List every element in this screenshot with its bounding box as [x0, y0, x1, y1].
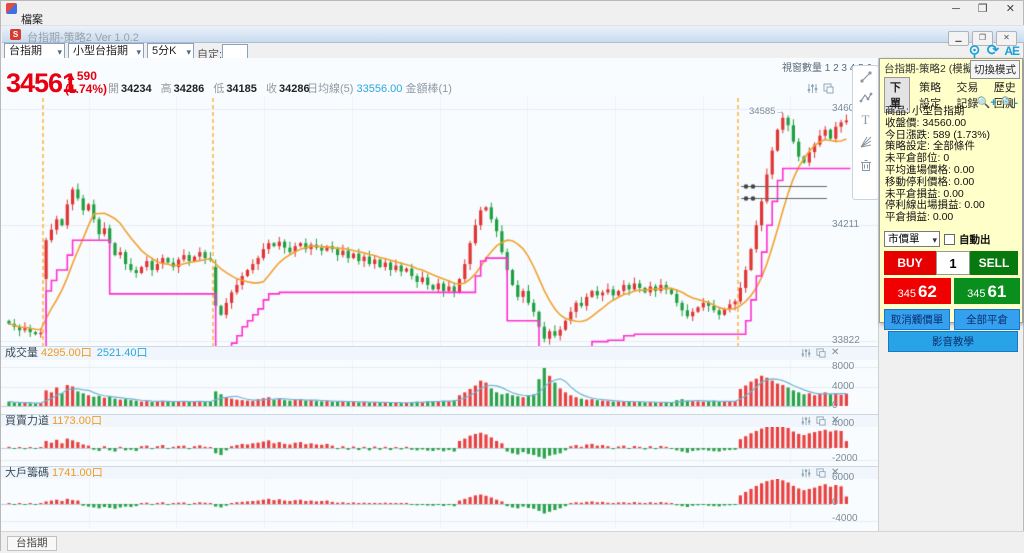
zoom-out-icon[interactable]: 🔍- [1000, 97, 1018, 109]
divider [1, 25, 1024, 26]
layout-icon[interactable] [816, 468, 826, 478]
mdi-titlebar [2, 26, 1024, 43]
text-tool-icon[interactable]: T [861, 112, 870, 127]
mdi-restore-icon[interactable]: ❐ [972, 31, 993, 46]
adjust-icon[interactable] [807, 83, 818, 94]
adjust-icon[interactable] [801, 348, 811, 358]
polyline-tool-icon[interactable] [859, 91, 873, 105]
info-row: 停利線出場損益: 0.00 [885, 199, 985, 212]
auto-exit-checkbox[interactable] [944, 233, 955, 245]
drawing-toolbar: T [852, 65, 879, 200]
axis-tick: 34600 [832, 103, 860, 114]
force-chart-canvas[interactable] [1, 427, 878, 465]
restore-icon[interactable]: ❐ [977, 3, 988, 15]
info-row: 策略設定: 全部條件 [885, 140, 975, 153]
mdi-window-icon: S [10, 29, 21, 40]
sell-button[interactable]: SELL [970, 251, 1018, 275]
force-pane-header: 買賣力道 1173.00口 [1, 414, 878, 427]
trash-icon[interactable] [860, 159, 872, 172]
close-icon[interactable]: ✕ [1005, 3, 1015, 15]
axis-tick: -4000 [832, 513, 858, 524]
info-row: 未平倉部位: 0 [885, 152, 950, 165]
zoom-in-icon[interactable]: 🔍+ [976, 97, 997, 109]
window-title: 台指期-策略2 Ver 1.0.2 [27, 32, 139, 44]
tab-order[interactable]: 下單 [884, 77, 911, 113]
trade-panel: 台指期-策略2 (模擬交易) 切換模式 下單 策略設定 交易記錄 歷史回測 🔍+… [879, 58, 1023, 352]
layout-icon[interactable] [823, 83, 834, 94]
axis-tick: 0 [832, 497, 838, 508]
info-row: 移動停利價格: 0.00 [885, 175, 975, 188]
axis-tick: 6000 [832, 472, 855, 483]
chips-pane-header: 大戶籌碼 1741.00口 [1, 466, 878, 479]
auto-exit-label: 自動出 [959, 233, 991, 246]
price-chart-canvas[interactable] [1, 96, 878, 346]
cancel-stop-order-button[interactable]: 取消觸價單 [884, 309, 950, 330]
peak-price-label: 34585→ [749, 106, 785, 117]
window-count-selector[interactable]: 視窗數量 1 2 3 4 5 6 [781, 63, 872, 74]
info-row: 收盤價: 34560.00 [885, 116, 967, 129]
axis-tick: 4000 [832, 381, 855, 392]
minimize-icon[interactable]: ─ [952, 3, 960, 15]
tab-backtest[interactable]: 歷史回測 [993, 82, 1016, 110]
ma-legend: 日均線(5) 33556.00 金額棒(1) [307, 83, 452, 95]
status-tab-taifex[interactable]: 台指期 [7, 536, 57, 551]
tab-strategy-settings[interactable]: 策略設定 [919, 82, 942, 110]
account-icon[interactable]: AE [1004, 44, 1020, 58]
chart-region: 視窗數量 1 2 3 4 5 6 34561 ▲590 (1.74%) 開 342… [1, 58, 879, 531]
ohlc-row: 開 34234 高 34286 低 34185 收 34286 [108, 83, 310, 95]
interval-select[interactable]: 5分K [147, 43, 194, 60]
broadcast-icon[interactable] [967, 44, 982, 59]
fan-tool-icon[interactable] [859, 135, 873, 149]
order-type-select[interactable]: 市價單 [884, 231, 940, 248]
price-change: ▲590 (1.74%) [65, 69, 108, 96]
panel-title: 台指期-策略2 (模擬交易) [884, 63, 998, 75]
close-pane-icon[interactable]: ✕ [831, 415, 840, 426]
info-row: 未平倉損益: 0.00 [885, 187, 964, 200]
info-row: 今日漲跌: 589 (1.73%) [885, 128, 991, 141]
buy-button[interactable]: BUY [884, 251, 936, 275]
chips-chart-canvas[interactable] [1, 479, 878, 529]
volume-pane-header: 成交量 4295.00口 2521.40口 [1, 346, 878, 360]
close-pane-icon[interactable]: ✕ [831, 347, 840, 358]
adjust-icon[interactable] [801, 416, 811, 426]
close-pane-icon[interactable]: ✕ [831, 467, 840, 478]
custom-input[interactable] [222, 44, 248, 59]
quantity-input[interactable] [936, 251, 970, 275]
app-icon [6, 3, 17, 14]
status-bar: 台指期 [1, 531, 1024, 553]
sell-price-button[interactable]: 345 61 [953, 278, 1020, 304]
mdi-minimize-icon[interactable]: ▁ [948, 31, 969, 46]
trendline-tool-icon[interactable] [859, 70, 873, 84]
axis-tick: 4000 [832, 418, 855, 429]
axis-tick: 34211 [832, 219, 860, 230]
adjust-icon[interactable] [801, 468, 811, 478]
axis-tick: 33822 [832, 335, 860, 346]
axis-tick: 0 [832, 400, 838, 411]
switch-mode-button[interactable]: 切換模式 [970, 60, 1020, 79]
info-row: 平均進場價格: 0.00 [885, 163, 975, 176]
layout-icon[interactable] [816, 416, 826, 426]
axis-tick: 8000 [832, 361, 855, 372]
buy-price-button[interactable]: 345 62 [884, 278, 951, 304]
tab-trade-log[interactable]: 交易記錄 [956, 82, 979, 110]
mdi-close-icon[interactable]: ✕ [996, 31, 1017, 46]
tutorial-button[interactable]: 影音教學 [888, 331, 1018, 352]
refresh-icon[interactable]: ⟳ [986, 42, 1000, 59]
info-row: 平倉損益: 0.00 [885, 211, 954, 224]
menu-item-file[interactable]: 檔案 [21, 14, 43, 26]
info-row: 商品: 小型台指期 [885, 105, 965, 117]
strategy-info-list: 商品: 小型台指期 收盤價: 34560.00 今日漲跌: 589 (1.73%… [885, 105, 991, 224]
volume-chart-canvas[interactable] [1, 360, 878, 412]
layout-icon[interactable] [816, 348, 826, 358]
close-all-button[interactable]: 全部平倉 [954, 309, 1020, 330]
market-select[interactable]: 台指期 [4, 43, 65, 60]
axis-tick: -2000 [832, 453, 858, 464]
product-select[interactable]: 小型台指期 [68, 43, 144, 60]
last-price: 34561 [6, 68, 77, 98]
